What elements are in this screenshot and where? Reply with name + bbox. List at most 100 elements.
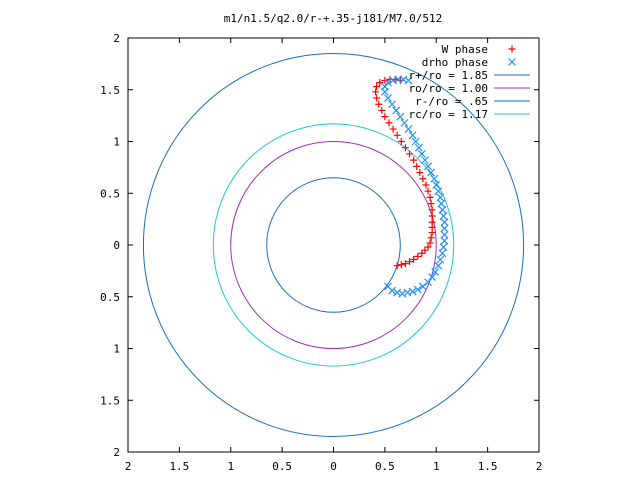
reference-circles (142, 53, 525, 437)
y-tick-label-2: 1 (113, 136, 120, 149)
series-1-point-32 (408, 131, 417, 140)
series-1-point-16 (440, 230, 449, 239)
x-tick-label-1: 1.5 (169, 460, 189, 473)
series-1-point-15 (440, 236, 449, 245)
series-0-point-34 (372, 88, 380, 96)
series-1-point-22 (436, 193, 445, 202)
series-1-point-35 (396, 112, 405, 121)
series-0-point-9 (426, 239, 434, 247)
y-tick-label-1: 1.5 (100, 84, 120, 97)
series-0-point-37 (381, 76, 389, 84)
series-1-point-14 (439, 243, 448, 251)
x-tick-label-7: 1.5 (478, 460, 498, 473)
legend-label-5: rc/ro = 1.17 (409, 108, 488, 121)
series-1-point-7 (418, 282, 427, 291)
x-tick-label-3: 0.5 (272, 460, 292, 473)
series-0-point-30 (381, 113, 389, 121)
series-0-point-1 (397, 261, 405, 269)
series-0-point-23 (410, 156, 418, 164)
series-1-point-12 (436, 255, 445, 264)
series-0-point-3 (406, 258, 414, 266)
series-0-point-24 (406, 150, 414, 158)
y-tick-label-6: 1 (113, 343, 120, 356)
x-tick-label-2: 1 (227, 460, 234, 473)
series-0-point-4 (410, 255, 418, 263)
series-0-point-27 (393, 131, 401, 139)
series-1-point-19 (439, 212, 448, 220)
series-1-point-17 (440, 224, 449, 233)
series-1-point-31 (411, 137, 420, 146)
circle-1 (230, 141, 437, 349)
y-tick-label-8: 2 (113, 446, 120, 459)
series-0-point-5 (414, 252, 422, 260)
series-1-point-25 (430, 174, 439, 183)
series-0-point-21 (416, 169, 424, 177)
circle-0 (142, 53, 525, 437)
series-0-point-20 (419, 175, 427, 183)
series-1-point-28 (421, 156, 429, 165)
legend-label-0: W phase (442, 43, 488, 56)
x-tick-label-8: 2 (536, 460, 543, 473)
x-tick-label-0: 2 (125, 460, 132, 473)
series-1-point-24 (432, 181, 441, 189)
series-0-point-17 (426, 193, 434, 201)
x-tick-label-4: 0 (330, 460, 337, 473)
series-1-point-26 (427, 168, 436, 177)
y-tick-label-4: 0 (113, 239, 120, 252)
series-0-point-8 (424, 243, 432, 251)
circle-2 (266, 177, 401, 313)
series-1-point-40 (380, 82, 389, 91)
circle-3 (212, 123, 455, 367)
data-series (372, 75, 449, 298)
series-0-point-0 (393, 262, 401, 270)
series-1-point-10 (431, 267, 440, 276)
series-0-point-15 (428, 206, 436, 214)
axis-ticks: 2 1.5 1 0.5 0 0.5 1 1.5 221.510.500.511.52 (100, 32, 542, 473)
series-0-point-6 (418, 249, 426, 257)
series-0-point-28 (389, 125, 397, 133)
series-1-point-38 (384, 94, 392, 102)
series-1-point-13 (438, 249, 447, 258)
legend-label-1: drho phase (422, 56, 488, 69)
x-tick-label-6: 1 (433, 460, 440, 473)
series-1-point-11 (434, 261, 443, 270)
series-0-point-7 (421, 246, 429, 254)
series-1-point-33 (404, 125, 413, 134)
chart-title: m1/n1.5/q2.0/r-+.35-j181/M7.0/512 (224, 12, 443, 25)
series-0-point-13 (428, 218, 436, 226)
series-1-point-34 (400, 118, 409, 127)
series-0-point-29 (385, 119, 393, 127)
series-0-point-26 (397, 138, 405, 145)
y-tick-label-3: 0.5 (100, 187, 120, 200)
series-1-point-1 (388, 286, 396, 295)
series-1-point-21 (437, 199, 446, 208)
series-0-point-18 (424, 187, 432, 195)
legend-swatch-1 (508, 58, 516, 66)
x-tick-label-5: 0.5 (375, 460, 395, 473)
series-1-point-18 (440, 218, 449, 227)
series-1-point-8 (424, 278, 432, 287)
series-0-point-2 (401, 260, 409, 268)
series-1-point-37 (388, 100, 396, 109)
series-1-point-5 (408, 287, 417, 296)
series-0-point-19 (422, 181, 430, 189)
series-0-point-16 (427, 200, 435, 208)
series-1-point-27 (424, 162, 432, 171)
y-tick-label-5: 0.5 (100, 291, 120, 304)
series-1-point-36 (392, 106, 401, 115)
series-0-point-32 (375, 100, 383, 108)
legend-swatch-0 (508, 45, 516, 53)
series-1-point-29 (417, 149, 426, 158)
legend-label-4: r-/ro = .65 (415, 95, 488, 108)
series-0-point-14 (428, 212, 436, 220)
series-0-point-25 (401, 144, 409, 152)
series-1-point-9 (428, 273, 437, 282)
legend-label-3: ro/ro = 1.00 (409, 82, 488, 95)
series-0-point-31 (378, 106, 386, 114)
series-1-point-23 (434, 187, 443, 196)
series-0-point-22 (413, 162, 421, 170)
series-1-point-30 (414, 143, 423, 152)
series-0-point-35 (373, 83, 381, 91)
y-tick-label-7: 1.5 (100, 394, 120, 407)
